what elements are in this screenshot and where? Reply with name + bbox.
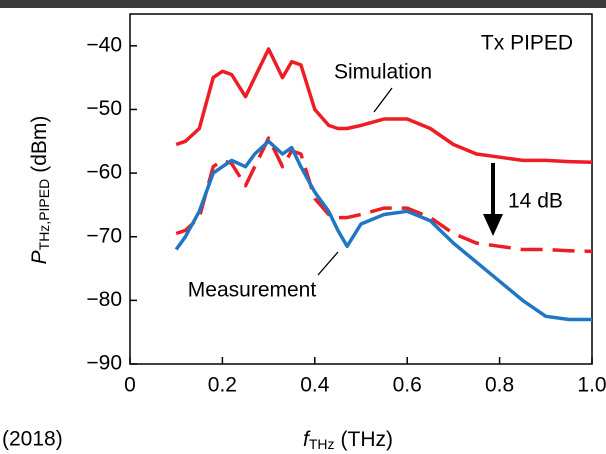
year-label: (2018) [2, 428, 63, 451]
y-tick-label: −70 [86, 224, 122, 247]
measurement-label: Measurement [188, 279, 317, 302]
offset-label: 14 dB [508, 190, 563, 213]
y-tick-label: −90 [86, 352, 122, 375]
x-tick-label: 0.6 [393, 374, 422, 397]
offset-arrowhead [483, 214, 503, 236]
x-tick-label: 0.4 [300, 374, 330, 397]
leader-line [373, 87, 393, 113]
x-label-unit: (THz) [341, 428, 393, 451]
x-label-main: f [303, 428, 311, 451]
y-axis-label: PTHz,PIPED (dBm) [28, 116, 52, 265]
y-label-unit: (dBm) [28, 116, 51, 173]
plot-frame [129, 13, 593, 365]
y-label-sub: THz,PIPED [36, 179, 52, 251]
x-label-sub: THz [309, 436, 335, 452]
x-tick-label: 1.0 [577, 374, 606, 397]
series-line [174, 139, 592, 322]
y-tick-label: −60 [86, 161, 122, 184]
series-line [175, 47, 593, 165]
panel-label: Tx PIPED [481, 32, 573, 55]
y-label-main: P [28, 250, 51, 264]
y-tick-label: −50 [86, 97, 122, 120]
simulation-label: Simulation [334, 61, 432, 84]
top-strip [0, 0, 606, 8]
leader-line [317, 251, 339, 276]
y-tick-label: −40 [86, 33, 122, 56]
x-tick-label: 0 [124, 374, 136, 397]
x-tick-label: 0.2 [208, 374, 237, 397]
y-tick-label: −80 [86, 288, 122, 311]
x-tick-label: 0.8 [485, 374, 514, 397]
x-axis-label: fTHz (THz) [303, 428, 393, 452]
